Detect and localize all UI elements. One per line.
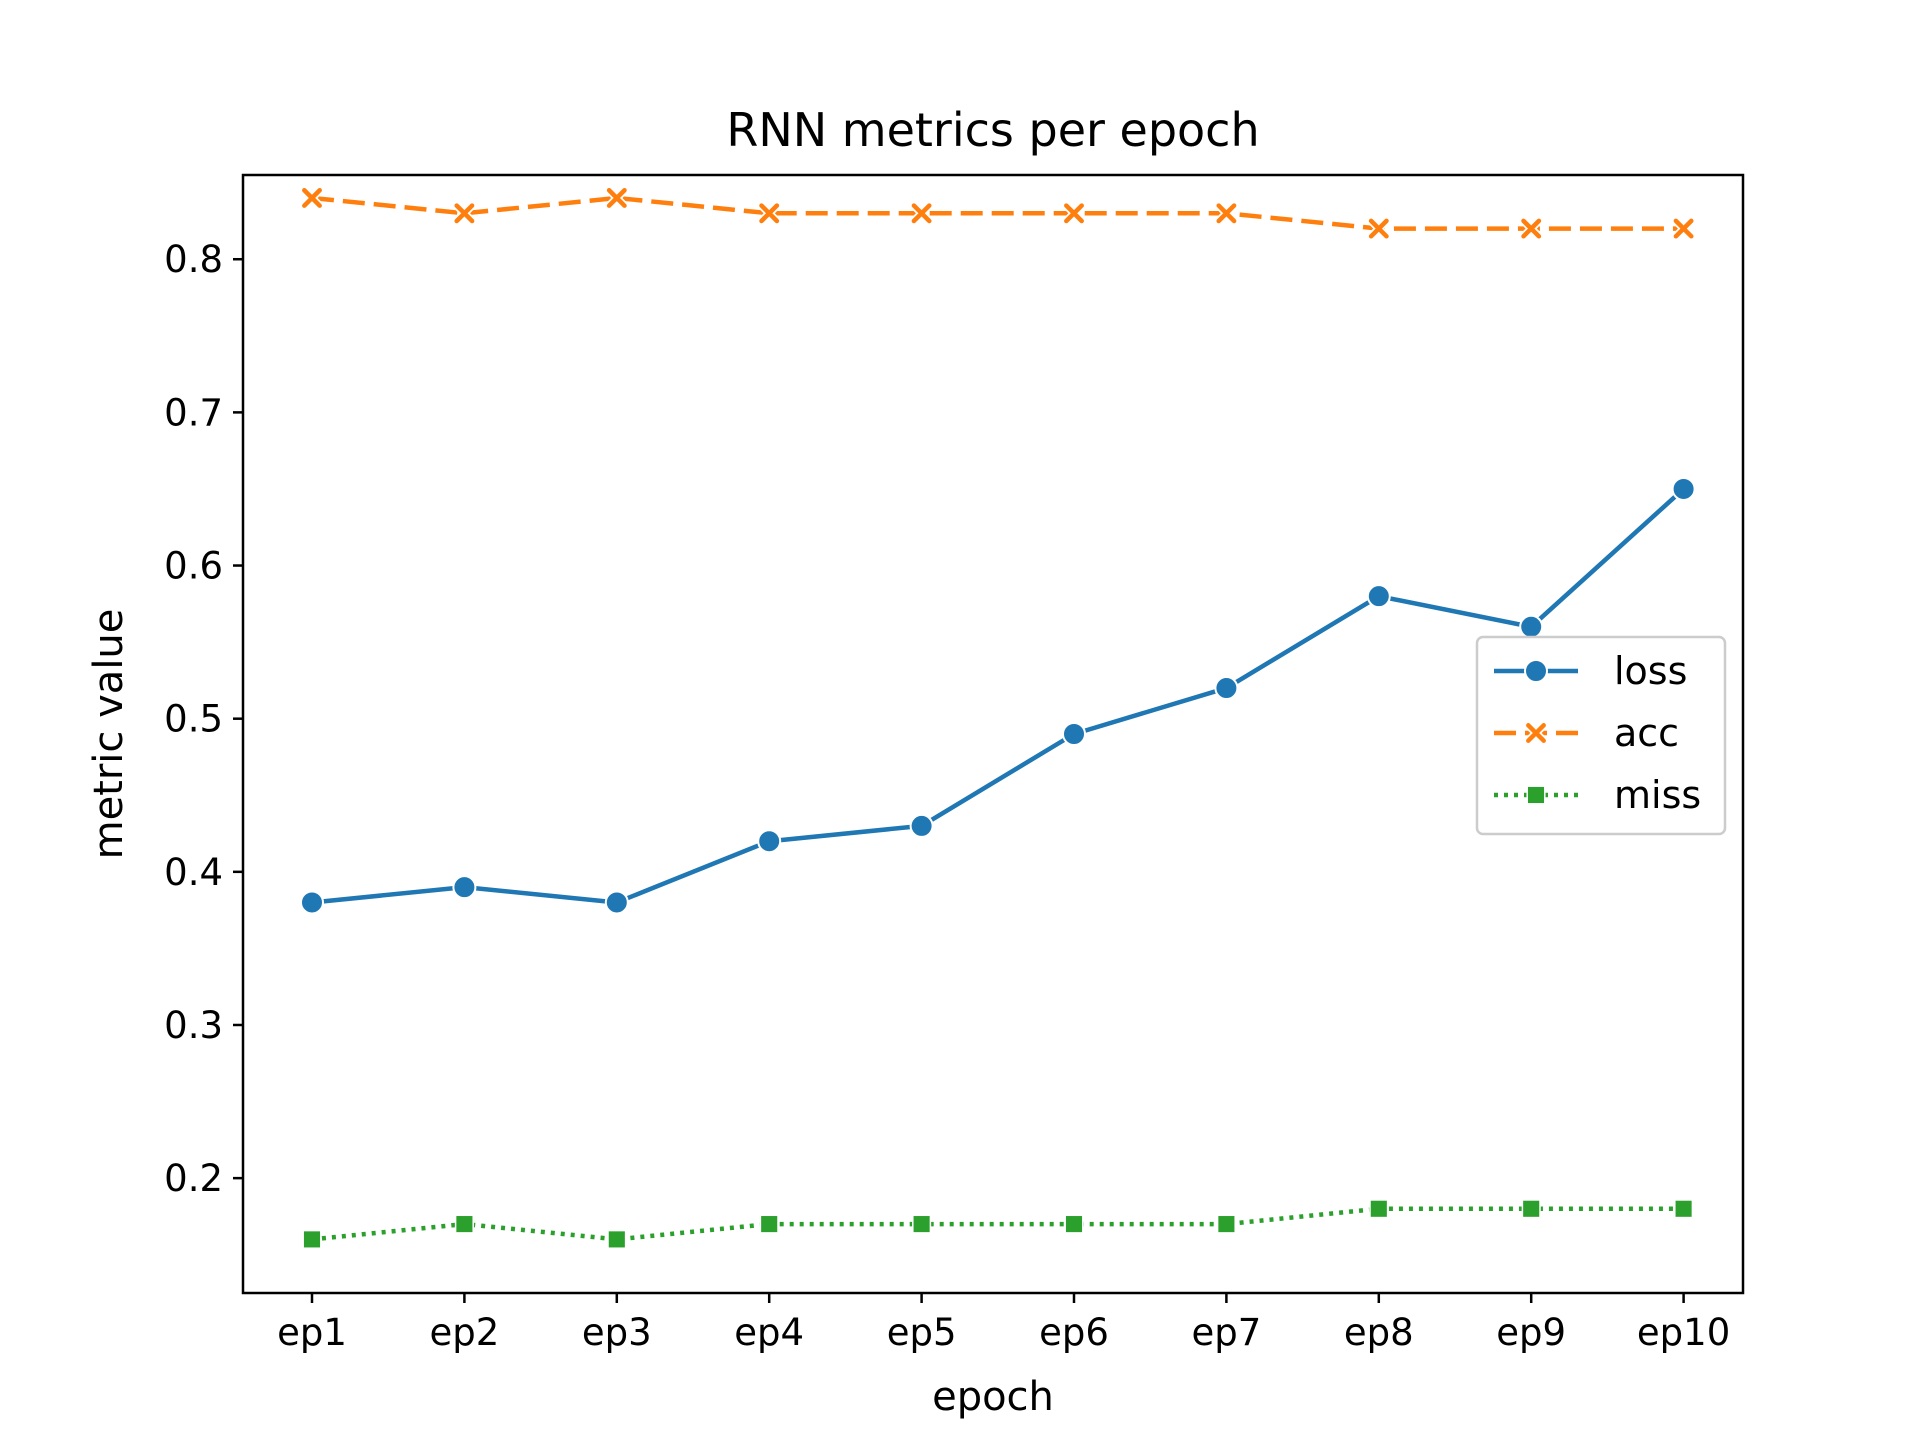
data-point-miss: [454, 1214, 474, 1234]
legend-marker: [1524, 721, 1548, 745]
series-line-loss: [311, 487, 1686, 905]
x-tick-label: ep4: [734, 1311, 804, 1354]
data-point-loss: [1519, 614, 1544, 639]
x-axis-label: epoch: [932, 1374, 1054, 1420]
legend-label: loss: [1614, 649, 1687, 693]
x-tick-label: ep3: [582, 1311, 652, 1354]
y-tick-label: 0.5: [164, 698, 223, 741]
legend-box: [1475, 635, 1727, 836]
series-acc: [300, 186, 1696, 241]
data-point-miss: [759, 1214, 779, 1234]
data-point-loss: [909, 813, 934, 838]
data-point-acc: [1214, 201, 1239, 225]
data-point-acc: [452, 201, 477, 225]
x-tick-label: ep10: [1637, 1311, 1730, 1354]
data-point-loss: [604, 890, 629, 915]
y-tick-label: 0.8: [164, 238, 223, 281]
data-point-miss: [1064, 1214, 1084, 1234]
data-point-miss: [1674, 1199, 1694, 1219]
chart-title: RNN metrics per epoch: [726, 103, 1259, 157]
data-point-acc: [1062, 201, 1086, 225]
y-tick-label: 0.3: [164, 1004, 223, 1047]
x-tick-label: ep9: [1496, 1311, 1566, 1354]
y-tick-label: 0.4: [164, 851, 223, 894]
data-point-loss: [452, 875, 477, 900]
legend: loss acc miss: [1475, 635, 1727, 836]
legend-entry-acc: acc: [1494, 711, 1679, 755]
data-point-miss: [1216, 1214, 1236, 1234]
data-point-miss: [1521, 1199, 1541, 1219]
data-point-miss: [302, 1229, 322, 1249]
x-tick-label: ep8: [1344, 1311, 1414, 1354]
x-tick-label: ep6: [1039, 1311, 1109, 1354]
data-point-miss: [607, 1229, 627, 1249]
data-point-acc: [300, 186, 324, 210]
data-point-loss: [757, 829, 782, 854]
data-point-miss: [1369, 1199, 1389, 1219]
data-point-loss: [1214, 676, 1239, 701]
data-point-loss: [300, 890, 324, 915]
legend-entry-miss: miss: [1494, 773, 1701, 817]
y-axis-label: metric value: [86, 609, 132, 860]
data-point-acc: [757, 201, 781, 225]
x-tick-label: ep5: [887, 1311, 957, 1354]
plot-frame: [241, 173, 1745, 1295]
y-tick-label: 0.2: [164, 1157, 223, 1200]
x-tick-label: ep7: [1192, 1311, 1262, 1354]
data-point-acc: [1519, 216, 1543, 241]
legend-marker: [1526, 785, 1546, 805]
data-point-acc: [909, 201, 934, 225]
data-point-loss: [1062, 722, 1086, 746]
data-point-miss: [912, 1214, 932, 1234]
series-miss: [302, 1199, 1694, 1249]
series-loss: [300, 476, 1696, 915]
y-axis: 0.2 0.3 0.4 0.5 0.6 0.7 0.8: [164, 238, 243, 1200]
legend-label: acc: [1614, 711, 1679, 755]
data-point-acc: [1367, 216, 1391, 241]
y-tick-label: 0.7: [164, 391, 223, 434]
legend-entry-loss: loss: [1494, 649, 1687, 693]
plot-area: [300, 186, 1696, 1249]
x-tick-label: ep2: [430, 1311, 500, 1354]
y-tick-label: 0.6: [164, 545, 223, 588]
legend-marker: [1524, 659, 1548, 683]
data-point-loss: [1671, 476, 1696, 501]
data-point-acc: [605, 186, 629, 210]
x-tick-label: ep1: [277, 1311, 347, 1354]
series-line-acc: [311, 195, 1684, 231]
data-point-loss: [1366, 584, 1391, 609]
x-axis: ep1 ep2 ep3 ep4 ep5 ep6 ep7 ep8 ep9 ep10: [277, 1293, 1730, 1354]
legend-label: miss: [1614, 773, 1701, 817]
data-point-acc: [1671, 216, 1696, 241]
